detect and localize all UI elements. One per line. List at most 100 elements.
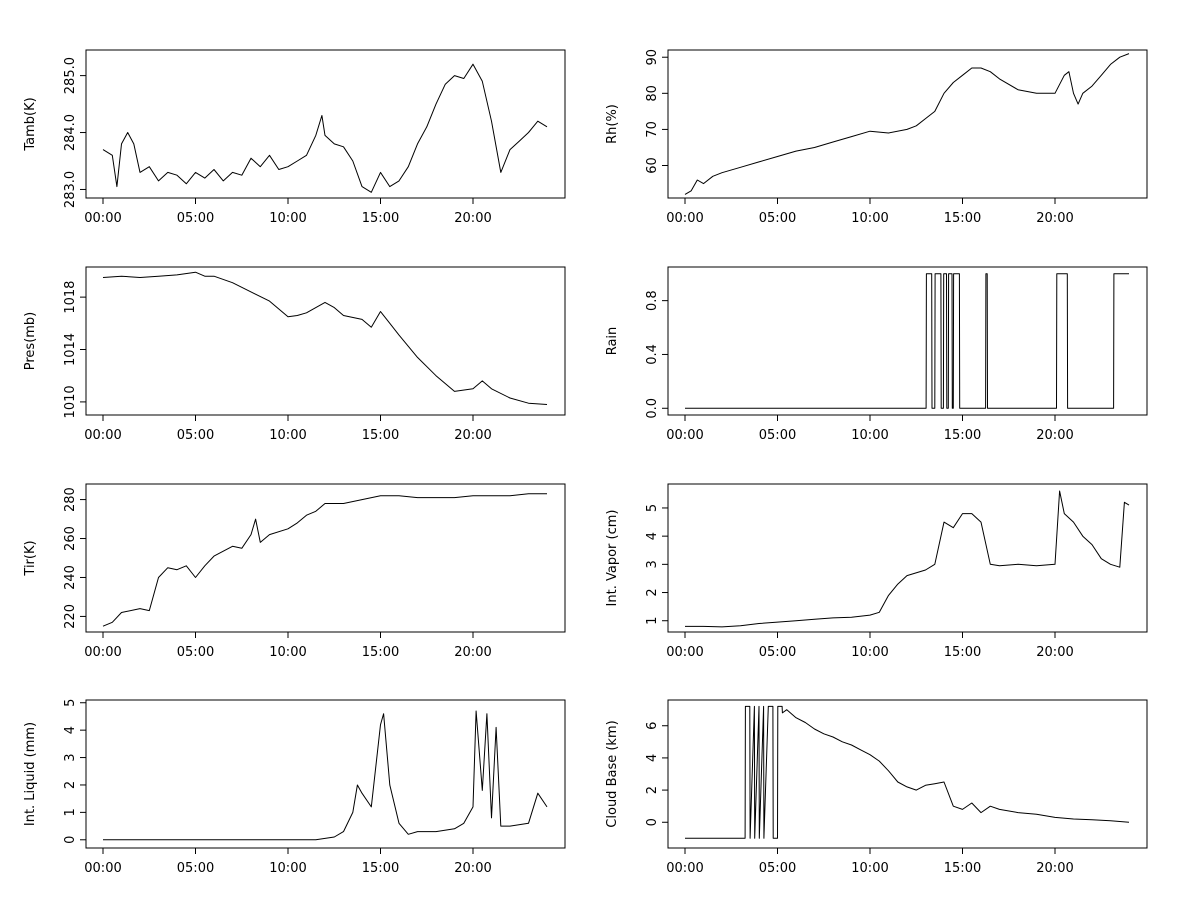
y-tick-label: 5 xyxy=(63,699,78,707)
panel-8: 00:00 05:00 10:00 15:00 20:00 0 2 4 6 Cloud Base … xyxy=(605,699,1148,876)
series-line xyxy=(102,271,548,405)
x-tick-label: 00:00 xyxy=(666,211,703,226)
series-line xyxy=(103,710,548,841)
y-tick-label: 0 xyxy=(63,836,78,844)
x-tick-label: 05:00 xyxy=(759,428,796,443)
y-axis-title: Rh(%) xyxy=(605,104,620,144)
y-tick-label: 6 xyxy=(645,722,660,730)
y-tick-label: 0.8 xyxy=(645,290,660,311)
y-tick-label: 1010 xyxy=(63,385,78,418)
y-tick-label: 5 xyxy=(645,504,660,512)
x-tick-label: 15:00 xyxy=(362,211,399,226)
x-tick-label: 15:00 xyxy=(362,645,399,660)
x-tick-label: 20:00 xyxy=(454,861,491,876)
x-tick-label: 10:00 xyxy=(269,645,306,660)
x-tick-label: 05:00 xyxy=(177,211,214,226)
plot-frame xyxy=(85,49,566,199)
x-tick-label: 15:00 xyxy=(944,211,981,226)
x-tick-label: 10:00 xyxy=(851,645,888,660)
x-tick-label: 20:00 xyxy=(454,211,491,226)
y-tick-label: 4 xyxy=(63,726,78,734)
y-tick-label: 280 xyxy=(63,487,78,512)
series-line xyxy=(684,53,1130,195)
y-tick-label: 0.4 xyxy=(645,344,660,365)
x-tick-label: 05:00 xyxy=(759,211,796,226)
series-line xyxy=(102,493,547,627)
x-tick-label: 00:00 xyxy=(666,645,703,660)
y-tick-label: 284.0 xyxy=(63,114,78,151)
x-tick-label: 15:00 xyxy=(944,861,981,876)
y-tick-label: 283.0 xyxy=(63,171,78,208)
x-tick-label: 00:00 xyxy=(84,861,121,876)
y-tick-label: 90 xyxy=(645,49,660,66)
y-axis-title: Int. Liquid (mm) xyxy=(23,722,38,826)
x-tick-label: 05:00 xyxy=(177,428,214,443)
x-tick-label: 20:00 xyxy=(1036,861,1073,876)
y-tick-label: 70 xyxy=(645,121,660,138)
plot-frame xyxy=(667,49,1148,199)
x-tick-label: 05:00 xyxy=(759,645,796,660)
y-tick-label: 2 xyxy=(63,781,78,789)
plot-frame xyxy=(667,266,1148,416)
y-tick-label: 4 xyxy=(645,754,660,762)
x-tick-label: 05:00 xyxy=(759,861,796,876)
y-axis-title: Tamb(K) xyxy=(23,97,38,151)
x-tick-label: 10:00 xyxy=(851,428,888,443)
plot-frame xyxy=(85,699,566,849)
y-tick-label: 60 xyxy=(645,157,660,174)
y-tick-label: 1014 xyxy=(63,333,78,366)
x-tick-label: 20:00 xyxy=(1036,211,1073,226)
series-line xyxy=(685,273,1129,409)
x-tick-label: 05:00 xyxy=(177,645,214,660)
y-tick-label: 3 xyxy=(63,753,78,761)
x-tick-label: 00:00 xyxy=(84,645,121,660)
x-tick-label: 20:00 xyxy=(1036,428,1073,443)
y-tick-label: 0 xyxy=(645,818,660,826)
x-tick-label: 00:00 xyxy=(666,428,703,443)
y-tick-label: 1 xyxy=(645,617,660,625)
x-tick-label: 15:00 xyxy=(362,428,399,443)
x-tick-label: 10:00 xyxy=(269,428,306,443)
panel-5: 00:00 05:00 10:00 15:00 20:00 220 240 260 280 Tir… xyxy=(23,483,566,660)
y-tick-label: 2 xyxy=(645,786,660,794)
panel-1: 00:00 05:00 10:00 15:00 20:00 283.0 284.0 285.0… xyxy=(23,49,566,226)
panel-6: 00:00 05:00 10:00 15:00 20:00 1 2 3 4 5 Int. Vapor… xyxy=(605,483,1148,660)
x-tick-label: 10:00 xyxy=(851,211,888,226)
y-axis-title: Int. Vapor (cm) xyxy=(605,510,620,607)
x-tick-label: 20:00 xyxy=(1036,645,1073,660)
series-line xyxy=(102,63,548,193)
y-tick-label: 260 xyxy=(63,526,78,551)
series-line xyxy=(685,705,1130,839)
y-tick-label: 220 xyxy=(63,604,78,629)
x-tick-label: 15:00 xyxy=(944,428,981,443)
panel-7: 00:00 05:00 10:00 15:00 20:00 0 1 2 3 4 5 Int. Liqu… xyxy=(23,699,566,876)
y-axis-title: Tir(K) xyxy=(23,540,38,576)
y-tick-label: 1018 xyxy=(63,281,78,314)
plot-frame xyxy=(667,483,1148,633)
y-tick-label: 80 xyxy=(645,85,660,102)
x-tick-label: 00:00 xyxy=(84,428,121,443)
y-axis-title: Pres(mb) xyxy=(23,312,38,371)
plot-frame xyxy=(85,483,566,633)
panel-3: 00:00 05:00 10:00 15:00 20:00 1010 1014 1018 Pre… xyxy=(23,266,566,443)
plot-frame xyxy=(85,266,566,416)
y-tick-label: 4 xyxy=(645,532,660,540)
y-tick-label: 3 xyxy=(645,560,660,568)
x-tick-label: 10:00 xyxy=(851,861,888,876)
y-tick-label: 2 xyxy=(645,588,660,596)
panel-2: 00:00 05:00 10:00 15:00 20:00 60 70 80 90 Rh(%) xyxy=(605,49,1148,226)
x-tick-label: 10:00 xyxy=(269,861,306,876)
x-tick-label: 05:00 xyxy=(177,861,214,876)
x-tick-label: 20:00 xyxy=(454,645,491,660)
panel-4: 00:00 05:00 10:00 15:00 20:00 0.0 0.4 0.8 Rain xyxy=(605,266,1148,443)
x-tick-label: 20:00 xyxy=(454,428,491,443)
y-tick-label: 0.0 xyxy=(645,398,660,419)
x-tick-label: 15:00 xyxy=(944,645,981,660)
plot-frame xyxy=(667,699,1148,849)
series-line xyxy=(685,490,1130,628)
y-axis-title: Cloud Base (km) xyxy=(605,720,620,827)
x-tick-label: 00:00 xyxy=(84,211,121,226)
x-tick-label: 10:00 xyxy=(269,211,306,226)
y-tick-label: 1 xyxy=(63,808,78,816)
